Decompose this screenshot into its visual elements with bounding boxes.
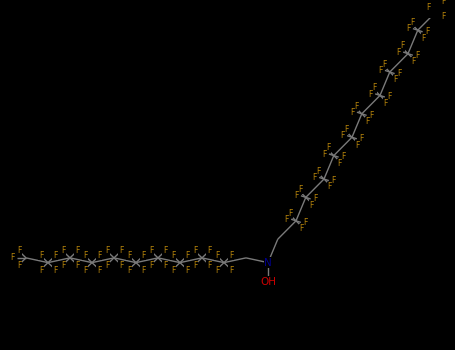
Text: F: F xyxy=(400,41,405,50)
Text: F: F xyxy=(326,143,330,152)
Text: F: F xyxy=(10,253,14,262)
Text: F: F xyxy=(193,261,197,270)
Text: F: F xyxy=(303,218,308,227)
Text: F: F xyxy=(83,266,87,275)
Text: F: F xyxy=(229,266,233,275)
Text: F: F xyxy=(337,159,341,168)
Text: F: F xyxy=(185,251,189,259)
Text: F: F xyxy=(383,99,388,108)
Text: N: N xyxy=(264,258,272,268)
Text: F: F xyxy=(149,246,153,255)
Text: F: F xyxy=(97,266,101,275)
Text: F: F xyxy=(299,224,303,233)
Text: F: F xyxy=(309,201,313,210)
Text: F: F xyxy=(53,251,57,259)
Text: F: F xyxy=(421,34,425,42)
Text: F: F xyxy=(17,261,21,270)
Text: F: F xyxy=(229,251,233,259)
Text: F: F xyxy=(61,261,65,270)
Text: F: F xyxy=(17,246,21,255)
Text: F: F xyxy=(207,261,211,270)
Text: F: F xyxy=(415,50,420,60)
Text: F: F xyxy=(441,12,446,21)
Text: F: F xyxy=(341,153,346,161)
Text: F: F xyxy=(288,209,293,218)
Text: F: F xyxy=(163,246,167,255)
Text: F: F xyxy=(284,215,288,224)
Text: OH: OH xyxy=(260,276,276,287)
Text: F: F xyxy=(322,150,326,159)
Text: F: F xyxy=(75,246,79,255)
Text: F: F xyxy=(410,18,415,27)
Text: F: F xyxy=(215,251,219,259)
Text: F: F xyxy=(316,167,321,176)
Text: F: F xyxy=(294,191,298,201)
Text: F: F xyxy=(298,185,303,194)
Text: F: F xyxy=(369,111,374,120)
Text: F: F xyxy=(171,251,175,259)
Text: F: F xyxy=(83,251,87,259)
Text: F: F xyxy=(127,251,131,259)
Text: F: F xyxy=(368,90,373,99)
Text: F: F xyxy=(215,266,219,275)
Text: F: F xyxy=(193,246,197,255)
Text: F: F xyxy=(127,266,131,275)
Text: F: F xyxy=(141,266,145,275)
Text: F: F xyxy=(388,92,392,102)
Text: F: F xyxy=(396,48,400,57)
Text: F: F xyxy=(397,69,402,78)
Text: F: F xyxy=(75,261,79,270)
Text: F: F xyxy=(426,3,430,12)
Text: F: F xyxy=(365,117,369,126)
Text: F: F xyxy=(39,266,43,275)
Text: F: F xyxy=(350,108,354,117)
Text: F: F xyxy=(425,27,430,36)
Text: F: F xyxy=(39,251,43,259)
Text: F: F xyxy=(105,261,109,270)
Text: F: F xyxy=(406,25,410,33)
Text: F: F xyxy=(105,246,109,255)
Text: F: F xyxy=(97,251,101,259)
Text: F: F xyxy=(119,246,123,255)
Text: F: F xyxy=(149,261,153,270)
Text: F: F xyxy=(185,266,189,275)
Text: F: F xyxy=(340,131,344,140)
Text: F: F xyxy=(378,66,382,75)
Text: F: F xyxy=(327,182,332,191)
Text: F: F xyxy=(141,251,145,259)
Text: F: F xyxy=(359,134,364,143)
Text: F: F xyxy=(53,266,57,275)
Text: F: F xyxy=(355,141,359,149)
Text: F: F xyxy=(61,246,65,255)
Text: F: F xyxy=(171,266,175,275)
Text: F: F xyxy=(441,0,445,6)
Text: F: F xyxy=(393,75,397,84)
Text: F: F xyxy=(344,125,349,134)
Text: F: F xyxy=(163,261,167,270)
Text: F: F xyxy=(411,57,415,66)
Text: F: F xyxy=(313,194,318,203)
Text: F: F xyxy=(207,246,211,255)
Text: F: F xyxy=(354,102,359,111)
Text: F: F xyxy=(312,173,316,182)
Text: F: F xyxy=(119,261,123,270)
Text: F: F xyxy=(382,60,387,69)
Text: F: F xyxy=(372,83,377,92)
Text: F: F xyxy=(332,176,336,185)
